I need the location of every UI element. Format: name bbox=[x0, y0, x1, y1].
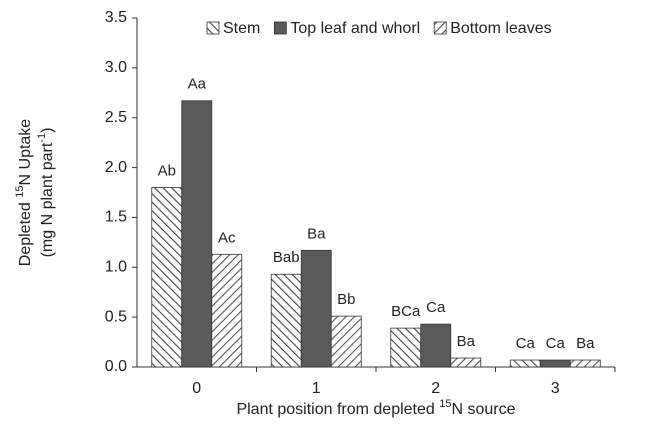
y-axis-label-part: ) bbox=[39, 128, 56, 133]
legend-swatch bbox=[273, 21, 287, 35]
y-tick-label: 2.0 bbox=[105, 159, 127, 176]
y-tick-label: 0.5 bbox=[105, 308, 127, 325]
bar-annotation: Ba bbox=[576, 335, 595, 352]
bar-annotation: Bb bbox=[337, 291, 355, 308]
x-axis-label-part: Plant position from depleted bbox=[236, 401, 439, 418]
y-tick-label: 3.5 bbox=[105, 9, 127, 26]
bar-annotation: Ca bbox=[546, 335, 566, 352]
bar-annotation: Aa bbox=[188, 76, 207, 93]
bar bbox=[300, 249, 332, 368]
y-tick-label: 0.0 bbox=[105, 358, 127, 375]
y-axis-label-part: 15 bbox=[14, 185, 26, 197]
legend-label: Top leaf and whorl bbox=[290, 20, 420, 37]
y-tick-label: 2.5 bbox=[105, 109, 127, 126]
bar bbox=[270, 273, 302, 368]
legend-label: Bottom leaves bbox=[450, 20, 551, 37]
y-axis-label: Depleted 15N Uptake bbox=[14, 119, 34, 267]
x-axis-label-part: N source bbox=[452, 401, 516, 418]
bar bbox=[539, 359, 571, 368]
bar bbox=[509, 359, 541, 368]
bar bbox=[330, 315, 362, 368]
bar bbox=[390, 327, 422, 368]
legend-label: Stem bbox=[223, 20, 260, 37]
legend-swatch bbox=[206, 21, 220, 35]
y-axis-label-part: Depleted bbox=[17, 198, 34, 267]
y-axis-label-part: N Uptake bbox=[17, 119, 34, 186]
bar bbox=[569, 359, 601, 368]
x-tick-label: 0 bbox=[192, 380, 201, 397]
bar-annotation: Ca bbox=[516, 335, 536, 352]
bar bbox=[450, 357, 482, 368]
bar-annotation: Bab bbox=[273, 249, 300, 266]
y-axis-label-part: (mg N plant part bbox=[39, 142, 56, 257]
legend-swatch bbox=[433, 21, 447, 35]
x-tick-label: 2 bbox=[431, 380, 440, 397]
x-tick-label: 1 bbox=[312, 380, 321, 397]
bar-annotation: Ab bbox=[158, 162, 176, 179]
bar bbox=[151, 187, 183, 368]
bar-annotation: Ac bbox=[218, 229, 236, 246]
bar bbox=[211, 253, 243, 368]
y-tick-label: 1.5 bbox=[105, 209, 127, 226]
bar-annotation: Ba bbox=[457, 333, 476, 350]
bar bbox=[420, 323, 452, 368]
bar-annotation: Ca bbox=[426, 299, 446, 316]
bar-annotation: BCa bbox=[391, 303, 421, 320]
y-tick-label: 3.0 bbox=[105, 59, 127, 76]
x-tick-label: 3 bbox=[551, 380, 560, 397]
bar bbox=[181, 100, 213, 368]
x-axis-label: Plant position from depleted 15N source bbox=[236, 398, 515, 418]
bar-annotation: Ba bbox=[307, 225, 326, 242]
y-axis-label-part: -1 bbox=[36, 133, 48, 143]
y-tick-label: 1.0 bbox=[105, 259, 127, 276]
y-axis-label: (mg N plant part-1) bbox=[36, 128, 56, 258]
x-axis-label-part: 15 bbox=[439, 398, 451, 410]
